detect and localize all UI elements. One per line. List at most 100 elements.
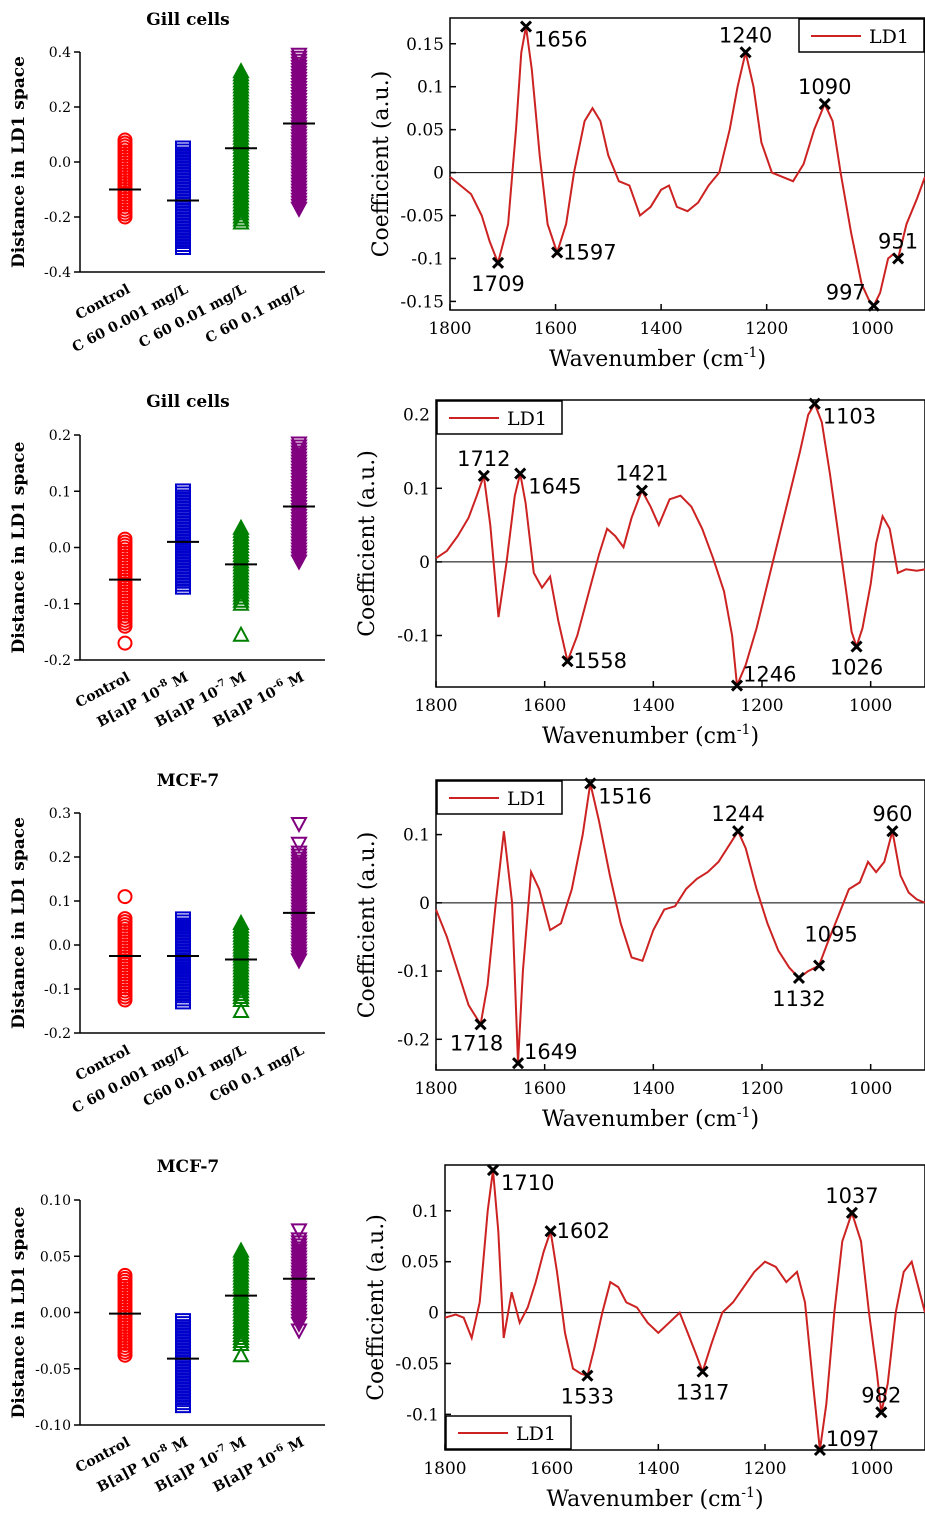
- data-point: [290, 953, 308, 970]
- category-label-text: B[a]P 10: [211, 684, 280, 731]
- x-tick-label: 1600: [523, 1079, 566, 1099]
- peak-marker: [474, 1018, 487, 1031]
- data-point: [290, 554, 308, 571]
- group-4: [283, 1223, 315, 1340]
- data-point: [175, 584, 191, 595]
- peak-label: 1037: [825, 1184, 878, 1208]
- peak-label: 1317: [676, 1381, 729, 1405]
- y-tick-label: 0.1: [403, 826, 430, 846]
- data-point: [290, 551, 308, 568]
- category-label: B[a]P 10-6 M: [210, 668, 307, 731]
- peak-label: 1656: [534, 28, 587, 52]
- legend: LD1: [436, 780, 563, 815]
- ld1-spectrum-line: [435, 401, 925, 686]
- peak-label: 1090: [798, 75, 851, 99]
- category-label-unit: M: [281, 1434, 307, 1458]
- x-tick-label: 1400: [637, 1459, 680, 1479]
- y-tick-label: 0: [433, 164, 444, 184]
- data-point: [117, 209, 133, 225]
- y-tick-label: 0.0: [49, 541, 71, 557]
- group-2: [167, 140, 199, 255]
- peak-marker: [818, 97, 831, 110]
- x-axis-label: Wavenumber (cm-1): [542, 1105, 759, 1132]
- plot-title: Gill cells: [146, 392, 229, 412]
- y-tick-label: -0.4: [44, 265, 71, 281]
- x-tick-label: 1000: [849, 696, 892, 716]
- y-tick-label: -0.2: [44, 653, 71, 669]
- group-4: [283, 436, 315, 571]
- outlier-point: [290, 1223, 308, 1240]
- peak-marker: [477, 469, 490, 482]
- y-tick-label: -0.10: [35, 1418, 71, 1434]
- y-tick-label: -0.1: [397, 962, 430, 982]
- peak-label: 1240: [719, 23, 772, 47]
- x-tick-label: 1200: [740, 696, 783, 716]
- data-point: [290, 950, 308, 967]
- data-point: [232, 1325, 250, 1342]
- x-tick-label: 1400: [632, 1079, 675, 1099]
- category-label-exponent: -6: [271, 1442, 286, 1457]
- y-tick-label: -0.05: [395, 1354, 439, 1374]
- plot-title: MCF-7: [157, 771, 220, 791]
- category-label-text: B[a]P 10: [211, 1449, 280, 1496]
- peak-marker: [730, 679, 744, 692]
- x-tick-label: 1200: [743, 1459, 786, 1479]
- x-axis-label-text: Wavenumber (cm: [542, 1107, 737, 1132]
- outlier-point: [232, 625, 250, 642]
- y-tick-label: 0.4: [49, 45, 71, 61]
- peak-label: 1026: [830, 656, 883, 680]
- ld1-spectrum-line: [435, 783, 925, 1064]
- group-1: [109, 132, 141, 225]
- y-axis-label: Coefficient (a.u.): [364, 1214, 389, 1401]
- peak-marker: [514, 467, 527, 480]
- peak-label: 1709: [471, 272, 524, 296]
- y-axis-label: Coefficient (a.u.): [369, 71, 394, 258]
- group-2: [167, 911, 199, 1010]
- peak-marker: [850, 640, 863, 653]
- y-tick-label: 0.3: [49, 806, 71, 822]
- peak-marker: [584, 777, 597, 790]
- y-tick-label: 0.15: [406, 35, 444, 55]
- x-tick-label: 1400: [632, 696, 675, 716]
- peak-label: 951: [878, 229, 918, 253]
- x-tick-label: 1600: [530, 1459, 573, 1479]
- y-tick-label: -0.1: [44, 597, 71, 613]
- peak-label: 1649: [524, 1040, 577, 1064]
- peak-marker: [732, 825, 745, 838]
- peak-marker: [491, 256, 505, 269]
- category-label-unit: M: [165, 669, 191, 693]
- data-point: [175, 999, 191, 1010]
- plot-frame: [444, 1164, 925, 1451]
- peak-label: 1097: [826, 1427, 879, 1451]
- category-label: C 60 0.1 mg/L: [203, 281, 307, 346]
- x-tick-label: 1200: [740, 1079, 783, 1099]
- peak-marker: [813, 1443, 826, 1457]
- ld1-spectrum-line: [449, 26, 925, 308]
- data-point: [290, 198, 308, 215]
- y-axis-label: Coefficient (a.u.): [355, 450, 380, 637]
- legend: LD1: [798, 18, 925, 53]
- peak-marker: [792, 971, 806, 984]
- y-tick-label: 0.05: [406, 121, 444, 141]
- group-3: [225, 518, 257, 642]
- peak-label: 1718: [450, 1031, 503, 1055]
- peak-marker: [486, 1164, 500, 1177]
- category-label-unit: M: [165, 1434, 191, 1458]
- category-label-text: B[a]P 10: [153, 684, 222, 731]
- x-axis-label-tail: ): [750, 1107, 759, 1132]
- x-axis-label-superscript: -1: [741, 1485, 755, 1501]
- group-1: [109, 531, 141, 651]
- x-axis-label: Wavenumber (cm-1): [549, 345, 766, 372]
- peak-marker: [886, 825, 899, 838]
- y-tick-label: -0.1: [44, 982, 71, 998]
- data-point: [175, 1403, 191, 1414]
- y-axis-label: Distance in LD1 space: [9, 441, 29, 653]
- ld1-spectrum-line: [444, 1169, 925, 1451]
- peak-label: 1712: [457, 447, 510, 471]
- group-3: [225, 1241, 257, 1363]
- legend-label: LD1: [869, 26, 909, 48]
- x-tick-label: 1800: [428, 319, 471, 339]
- outlier-point: [290, 836, 308, 853]
- outlier-point: [290, 817, 308, 834]
